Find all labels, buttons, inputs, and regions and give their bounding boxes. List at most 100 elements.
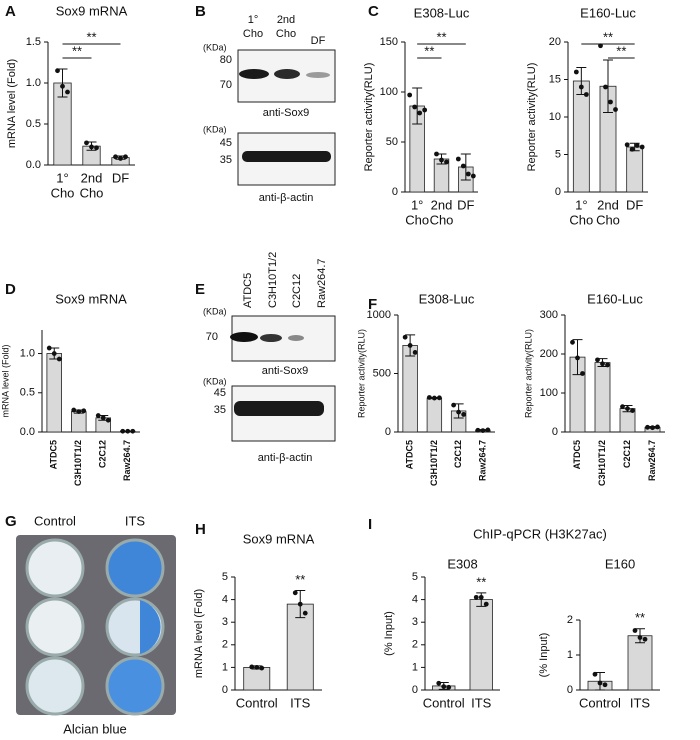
data-point [485, 427, 491, 433]
data-point [81, 408, 87, 414]
x-tick-label: DF [626, 197, 643, 212]
data-point [441, 684, 447, 690]
data-point [412, 104, 418, 110]
well [105, 656, 165, 716]
marker-label: 45 [214, 387, 226, 399]
significance: ** [436, 29, 446, 44]
data-point [51, 351, 57, 356]
data-point [254, 665, 260, 670]
x-tick-label: DF [112, 170, 129, 185]
panel-letter: B [195, 3, 206, 20]
y-tick-label: 0.5 [26, 118, 41, 130]
y-axis-label: mRNA level (Fold) [0, 344, 10, 417]
y-axis-label: (% Input) [538, 633, 550, 678]
x-tick-label: Cho [596, 212, 620, 227]
band [239, 69, 269, 79]
x-tick-label: C2C12 [622, 440, 632, 468]
data-point [480, 428, 486, 433]
data-point [56, 356, 62, 362]
lane-label: Raw264.7 [316, 258, 328, 308]
data-point [475, 427, 481, 433]
data-point [642, 636, 648, 642]
data-point [89, 144, 94, 150]
marker-label: 45 [220, 137, 232, 149]
chart-title: E160 [605, 556, 635, 571]
x-tick-label: Raw264.7 [477, 440, 487, 481]
figure-title: ChIP-qPCR (H3K27ac) [473, 526, 607, 541]
unit-label: (KDa) [203, 42, 227, 52]
y-tick-label: 4 [222, 594, 228, 606]
x-tick-label: 1° [56, 170, 68, 185]
data-point [645, 424, 650, 430]
significance: ** [72, 43, 82, 58]
band [274, 69, 300, 79]
bar [243, 667, 271, 691]
x-tick-label: 2nd [431, 197, 453, 212]
photo-g: G Control ITS Alcian blue [5, 513, 176, 736]
marker-label: 80 [220, 54, 232, 66]
y-tick-label: 150 [380, 36, 398, 48]
data-point [446, 684, 452, 690]
unit-label: (KDa) [203, 124, 227, 134]
unit-label: (KDa) [203, 376, 227, 386]
y-tick-label: 500 [373, 367, 391, 379]
data-point [436, 395, 442, 401]
panel-letter: C [368, 3, 379, 20]
y-tick-label: 0 [555, 186, 561, 198]
y-tick-label: 20 [549, 36, 561, 48]
data-point [650, 425, 655, 431]
lane-label: 2nd [277, 14, 295, 26]
data-point [292, 590, 298, 596]
chart-title: Sox9 mRNA [56, 3, 128, 18]
data-point [473, 594, 479, 600]
column-label: Control [34, 513, 76, 528]
lane-label: C3H10T1/2 [267, 252, 279, 308]
band [306, 72, 330, 78]
x-tick-label: Raw264.7 [122, 440, 132, 481]
x-tick-label: ATDC5 [49, 440, 59, 469]
lane-label: ATDC5 [242, 273, 254, 308]
data-point [598, 43, 603, 49]
bar [469, 599, 493, 691]
x-tick-label: Cho [430, 212, 454, 227]
bar [402, 345, 418, 433]
lane-label: Cho [243, 28, 263, 40]
x-tick-label: ATDC5 [572, 440, 582, 469]
data-point [465, 171, 471, 177]
well [25, 597, 85, 657]
band [288, 335, 304, 341]
antibody-label: anti-β-actin [259, 192, 314, 204]
y-tick-label: 0 [392, 186, 398, 198]
data-point [592, 671, 598, 677]
y-tick-label: 5 [222, 571, 228, 583]
data-point [624, 142, 630, 148]
y-tick-label: 4 [412, 594, 418, 606]
data-point [407, 343, 413, 348]
data-point [125, 428, 131, 434]
x-tick-label: ITS [471, 695, 492, 710]
lane-label: DF [311, 35, 326, 47]
error-bar [412, 87, 423, 125]
x-tick-label: 1° [575, 197, 587, 212]
data-point [608, 99, 613, 105]
x-tick-label: C3H10T1/2 [73, 440, 83, 486]
bar [71, 411, 87, 433]
data-point [597, 680, 603, 686]
data-point [402, 334, 408, 340]
data-point [456, 409, 462, 415]
data-point [595, 357, 600, 363]
data-point [249, 664, 255, 670]
significance: ** [616, 43, 626, 58]
x-tick-label: Cho [405, 212, 429, 227]
data-point [461, 412, 467, 417]
y-axis-label: Reporter activity(RLU) [526, 63, 538, 172]
y-tick-label: 0.0 [26, 159, 41, 171]
data-point [434, 151, 439, 157]
data-point [632, 628, 638, 633]
antibody-label: anti-β-actin [258, 452, 313, 464]
data-point [84, 140, 89, 146]
y-tick-label: 2 [222, 639, 228, 651]
band [260, 334, 282, 342]
data-point [637, 635, 643, 640]
